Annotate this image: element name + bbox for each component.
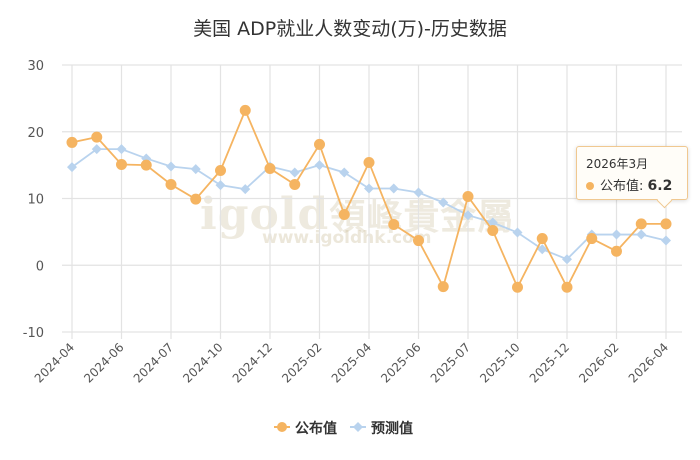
tooltip-row: 公布值: 6.2 bbox=[586, 175, 672, 194]
x-tick-label: 2025-02 bbox=[279, 340, 324, 385]
forecast-point bbox=[314, 160, 325, 171]
forecast-point bbox=[636, 229, 647, 240]
x-tick-label: 2024-07 bbox=[131, 340, 176, 385]
forecast-point bbox=[463, 210, 473, 221]
x-tick-label: 2025-07 bbox=[428, 340, 473, 385]
published-point bbox=[487, 225, 499, 237]
forecast-point bbox=[364, 183, 374, 194]
legend-label[interactable]: 预测值 bbox=[371, 420, 413, 437]
forecast-point bbox=[67, 162, 77, 173]
published-point bbox=[140, 159, 152, 171]
forecast-point bbox=[611, 229, 622, 240]
y-tick-label: 0 bbox=[36, 259, 44, 274]
x-tick-label: 2024-12 bbox=[230, 340, 275, 385]
x-tick-label: 2024-04 bbox=[32, 340, 77, 385]
x-tick-label: 2026-02 bbox=[576, 340, 621, 385]
published-point bbox=[116, 158, 127, 170]
forecast-point bbox=[388, 183, 399, 194]
forecast-point bbox=[166, 161, 176, 172]
forecast-point bbox=[562, 254, 572, 265]
published-point bbox=[215, 164, 226, 176]
x-tick-label: 2025-06 bbox=[378, 340, 423, 385]
published-point bbox=[91, 131, 103, 143]
published-point bbox=[338, 209, 350, 221]
published-point bbox=[289, 178, 301, 190]
legend-diamond-icon bbox=[353, 422, 363, 432]
forecast-point bbox=[91, 144, 102, 155]
published-point bbox=[264, 162, 276, 174]
watermark-url: www.igoldhk.com bbox=[262, 228, 432, 248]
published-point bbox=[437, 281, 449, 293]
published-point bbox=[611, 245, 622, 257]
published-point bbox=[388, 219, 400, 231]
y-tick-label: 10 bbox=[27, 193, 44, 208]
published-point bbox=[239, 104, 251, 116]
tooltip-dot-icon bbox=[586, 182, 594, 190]
legend-circle-icon bbox=[277, 422, 287, 432]
chart-title: 美国 ADP就业人数变动(万)-历史数据 bbox=[193, 18, 507, 40]
x-tick-label: 2026-04 bbox=[626, 340, 671, 385]
x-tick-label: 2025-10 bbox=[477, 340, 522, 385]
published-point bbox=[190, 193, 202, 205]
published-point bbox=[512, 281, 523, 293]
forecast-point bbox=[661, 235, 671, 246]
published-point bbox=[66, 136, 78, 148]
forecast-point bbox=[413, 187, 424, 198]
x-tick-label: 2024-06 bbox=[81, 340, 126, 385]
tooltip-value: 6.2 bbox=[647, 178, 673, 194]
published-point bbox=[536, 233, 548, 245]
published-point bbox=[586, 233, 598, 245]
published-point bbox=[363, 156, 375, 168]
published-point bbox=[462, 190, 474, 202]
published-point bbox=[660, 218, 672, 230]
legend-label[interactable]: 公布值 bbox=[295, 420, 337, 437]
forecast-point bbox=[240, 184, 251, 195]
forecast-point bbox=[438, 197, 449, 208]
watermark: igold領峰貴金屬 bbox=[200, 189, 515, 240]
forecast-point bbox=[537, 244, 548, 255]
tooltip: 2026年3月 公布值: 6.2 bbox=[576, 146, 688, 200]
forecast-point bbox=[512, 227, 523, 238]
published-point bbox=[635, 218, 647, 230]
y-tick-label: 30 bbox=[27, 59, 44, 74]
forecast-point bbox=[215, 180, 226, 191]
y-tick-label: 20 bbox=[27, 126, 44, 141]
forecast-point bbox=[116, 144, 127, 155]
tooltip-series: 公布值 bbox=[600, 179, 640, 194]
forecast-point bbox=[487, 217, 498, 228]
published-point bbox=[413, 235, 424, 247]
x-tick-label: 2025-12 bbox=[527, 340, 572, 385]
x-tick-label: 2025-04 bbox=[329, 340, 374, 385]
forecast-point bbox=[289, 167, 300, 178]
published-point bbox=[314, 138, 325, 150]
tooltip-date: 2026年3月 bbox=[586, 157, 649, 171]
published-point bbox=[165, 178, 177, 190]
y-tick-label: -10 bbox=[23, 326, 44, 341]
x-tick-label: 2024-10 bbox=[180, 340, 225, 385]
forecast-point bbox=[190, 164, 201, 175]
published-point bbox=[561, 281, 573, 293]
forecast-point bbox=[339, 167, 350, 178]
